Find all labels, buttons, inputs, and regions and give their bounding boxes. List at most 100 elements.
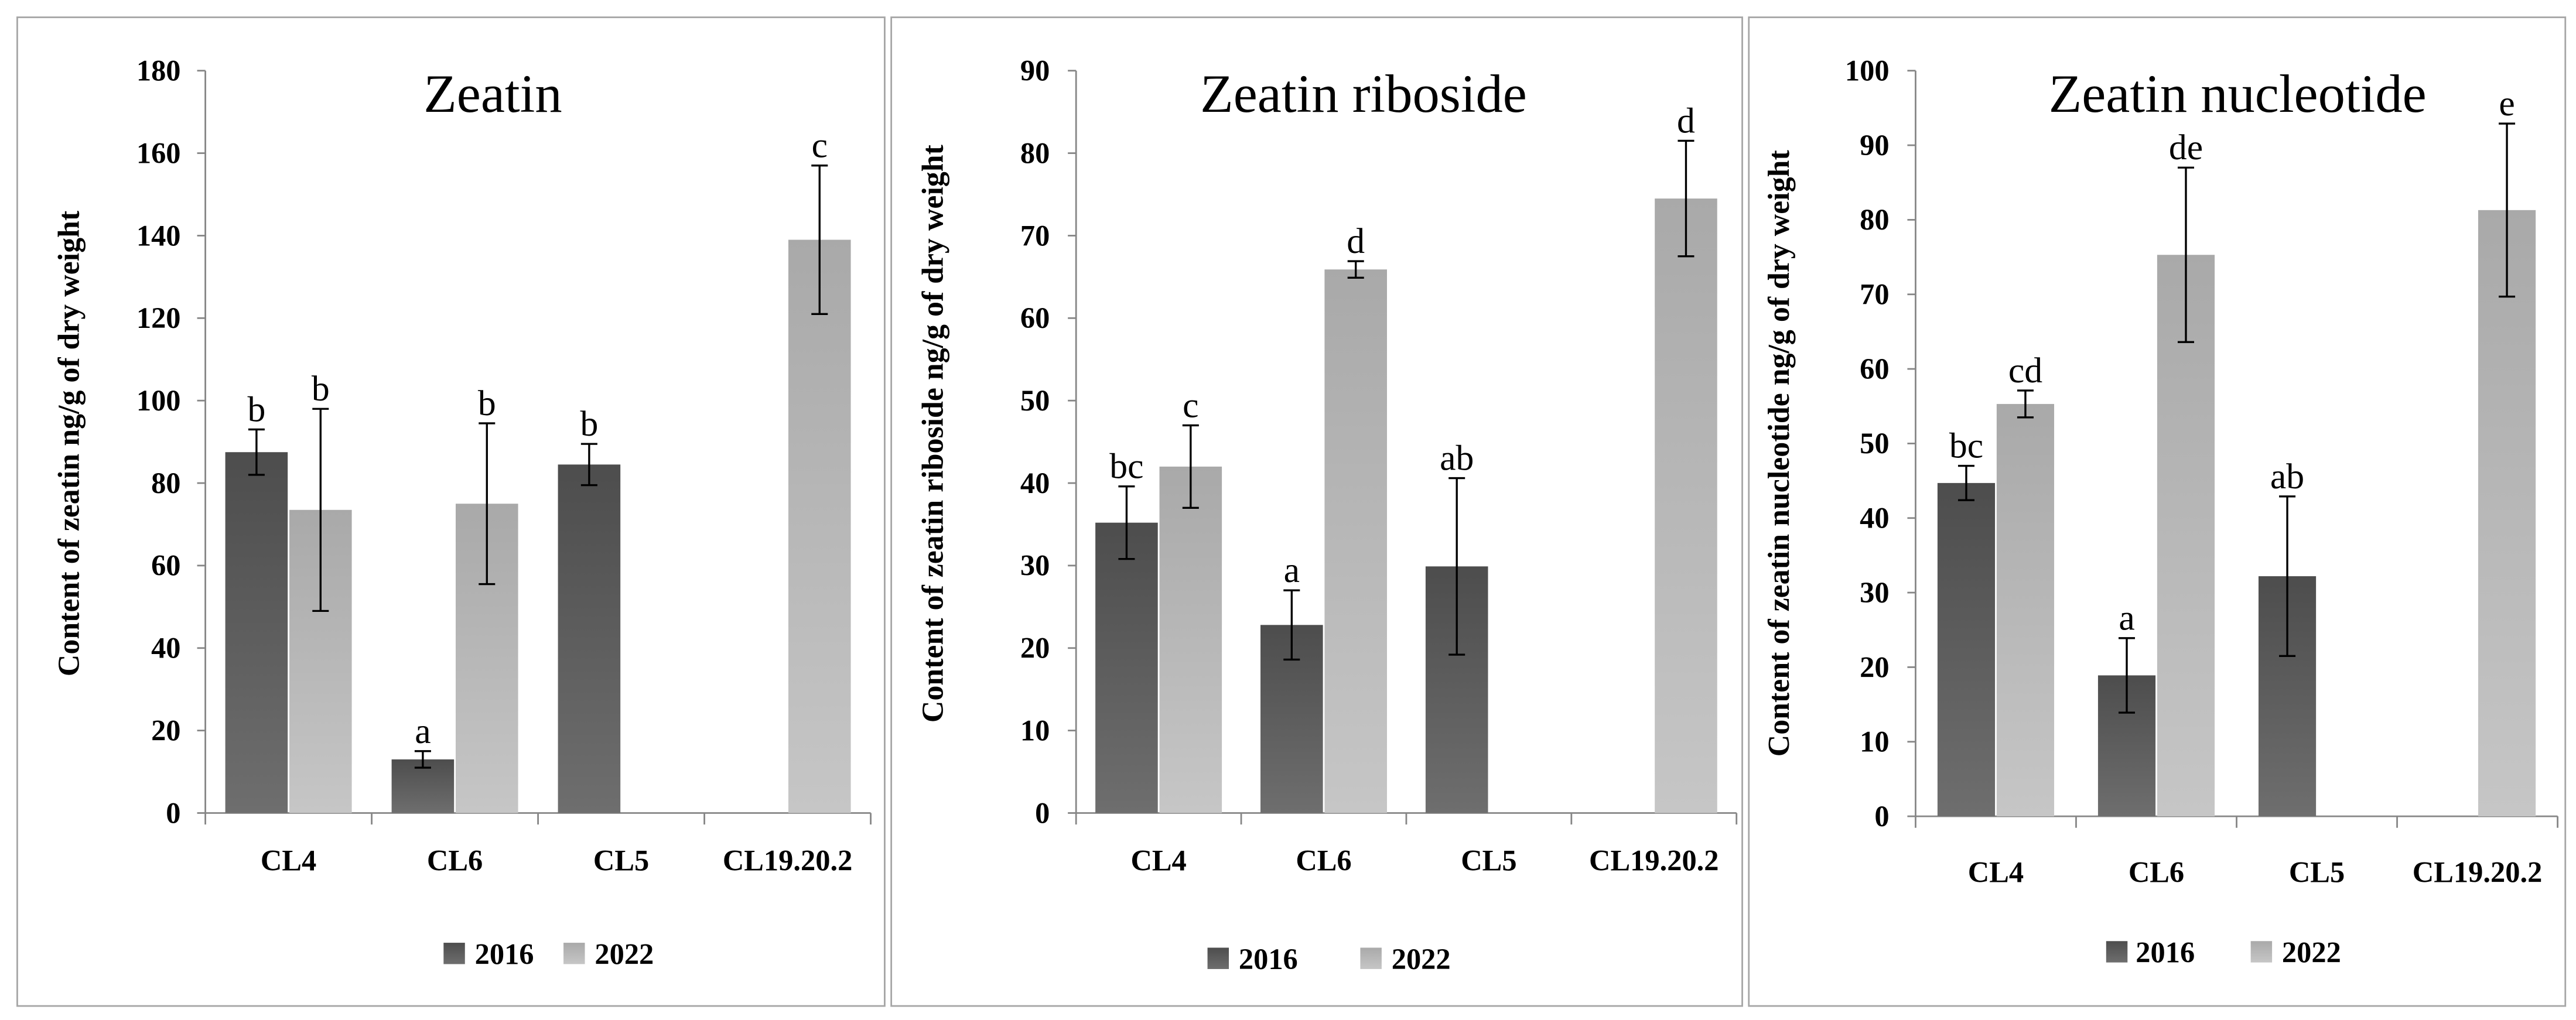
y-axis-label: Content of zeatin ng/g of dry weight — [52, 210, 86, 676]
legend-label-2022: 2022 — [2282, 936, 2341, 969]
bar-2022-CL6 — [2157, 255, 2215, 817]
bar-2022-CL19.20.2 — [2478, 210, 2536, 817]
y-tick-label: 40 — [1020, 467, 1050, 499]
x-category-label: CL19.20.2 — [1589, 844, 1719, 877]
legend-label-2016: 2016 — [1239, 943, 1298, 975]
x-category-label: CL19.20.2 — [2413, 855, 2543, 888]
y-tick-label: 20 — [1860, 651, 1889, 683]
x-category-label: CL6 — [2129, 855, 2184, 888]
bar-2016-CL5 — [558, 464, 621, 813]
y-tick-label: 40 — [1860, 502, 1889, 535]
panel-frame — [1748, 16, 2567, 1007]
y-tick-label: 60 — [1860, 352, 1889, 385]
legend-label-2022: 2022 — [595, 938, 654, 971]
y-tick-label: 80 — [1020, 136, 1050, 169]
y-tick-label: 40 — [151, 632, 180, 665]
bar-2016-CL4 — [225, 452, 288, 813]
significance-letter: a — [415, 711, 431, 751]
x-category-label: CL19.20.2 — [723, 844, 853, 877]
significance-letter: a — [1284, 550, 1300, 590]
significance-letter: c — [812, 126, 828, 166]
bar-2016-CL4 — [1095, 522, 1158, 813]
significance-letter: de — [2169, 128, 2203, 167]
legend: 2016 2022 — [443, 938, 654, 971]
legend-label-2022: 2022 — [1392, 943, 1451, 975]
significance-letter: b — [580, 404, 598, 444]
y-tick-label: 0 — [166, 796, 180, 829]
significance-letter: d — [1677, 101, 1695, 141]
significance-letter: b — [312, 369, 330, 409]
y-tick-label: 50 — [1860, 427, 1889, 460]
x-category-label: CL6 — [1296, 844, 1351, 877]
significance-letter: bc — [1949, 426, 1983, 466]
y-tick-label: 60 — [151, 549, 180, 582]
y-tick-label: 10 — [1860, 725, 1889, 758]
y-tick-label: 120 — [136, 302, 181, 334]
y-tick-label: 140 — [136, 219, 181, 252]
y-tick-label: 60 — [1020, 302, 1050, 334]
chart-title: Zeatin — [423, 64, 562, 124]
y-tick-label: 100 — [1845, 54, 1890, 87]
bar-2022-CL19.20.2 — [1655, 198, 1717, 813]
legend-label-2016: 2016 — [475, 938, 534, 971]
significance-letter: ab — [1440, 439, 1474, 478]
plot-area: 0 10 20 30 40 50 60 70 80 90 100 CL4 CL6 CL5 CL19.20.2… — [1845, 54, 2558, 888]
y-tick-label: 100 — [136, 384, 181, 417]
chart-zeatin-nucleotide: Zeatin nucleotide Content of zeatin nucl… — [1748, 16, 2567, 1007]
y-tick-label: 30 — [1860, 576, 1889, 609]
y-tick-label: 30 — [1020, 549, 1050, 582]
y-tick-label: 20 — [1020, 632, 1050, 665]
x-category-label: CL6 — [427, 844, 483, 877]
significance-letter: bc — [1109, 447, 1143, 487]
y-tick-label: 80 — [151, 467, 180, 499]
x-category-label: CL5 — [593, 844, 649, 877]
x-category-label: CL4 — [1130, 844, 1186, 877]
y-tick-label: 90 — [1020, 54, 1050, 87]
significance-letter: a — [2119, 598, 2134, 638]
panel-frame — [16, 16, 886, 1007]
y-axis-label: Content of zeatin riboside ng/g of dry w… — [917, 144, 950, 723]
chart-title: Zeatin riboside — [1200, 64, 1527, 124]
chart-zeatin-riboside: Zeatin riboside Content of zeatin ribosi… — [890, 16, 1743, 1007]
x-category-label: CL5 — [1461, 844, 1516, 877]
legend-swatch-2016 — [443, 943, 465, 964]
y-tick-label: 80 — [1860, 203, 1889, 236]
significance-letter: cd — [2008, 351, 2042, 391]
legend-swatch-2016 — [1207, 947, 1229, 969]
bar-2022-CL4 — [1159, 466, 1222, 813]
y-tick-label: 10 — [1020, 714, 1050, 747]
bar-2022-CL4 — [1996, 403, 2055, 817]
chart-title: Zeatin nucleotide — [2049, 64, 2427, 124]
y-tick-label: 0 — [1035, 796, 1050, 829]
y-tick-label: 70 — [1860, 278, 1889, 311]
bar-2022-CL6 — [1324, 269, 1387, 813]
significance-letter: e — [2499, 84, 2514, 124]
y-tick-label: 160 — [136, 136, 181, 169]
y-tick-label: 70 — [1020, 219, 1050, 252]
legend-label-2016: 2016 — [2136, 936, 2195, 969]
significance-letter: c — [1183, 385, 1198, 425]
significance-letter: ab — [2270, 457, 2304, 497]
x-category-label: CL4 — [261, 844, 316, 877]
y-tick-label: 90 — [1860, 129, 1889, 162]
plot-area: 0 20 40 60 80 100 120 140 160 180 CL4 CL6 CL5 CL19.20… — [136, 54, 872, 877]
x-category-label: CL4 — [1968, 855, 2024, 888]
significance-letter: b — [478, 384, 496, 423]
y-tick-label: 20 — [151, 714, 180, 747]
legend: 2016 2022 — [1207, 943, 1451, 975]
chart-zeatin: Zeatin Content of zeatin ng/g of dry wei… — [16, 16, 886, 1007]
legend-swatch-2022 — [563, 943, 585, 964]
bar-2016-CL4 — [1937, 482, 1996, 817]
plot-area: 0 10 20 30 40 50 60 70 80 90 CL4 CL6 CL5 CL19.20.2 bc a… — [1020, 54, 1738, 877]
legend-swatch-2022 — [1360, 947, 1382, 969]
legend-swatch-2016 — [2106, 941, 2128, 963]
legend-swatch-2022 — [2250, 941, 2273, 963]
y-tick-label: 50 — [1020, 384, 1050, 417]
significance-letter: b — [247, 389, 265, 429]
x-category-label: CL5 — [2289, 855, 2345, 888]
y-axis-label: Content of zeatin nucleotide ng/g of dry… — [1762, 150, 1796, 757]
panel-frame — [890, 16, 1743, 1007]
legend: 2016 2022 — [2106, 936, 2341, 969]
bar-2022-CL19.20.2 — [788, 239, 851, 813]
